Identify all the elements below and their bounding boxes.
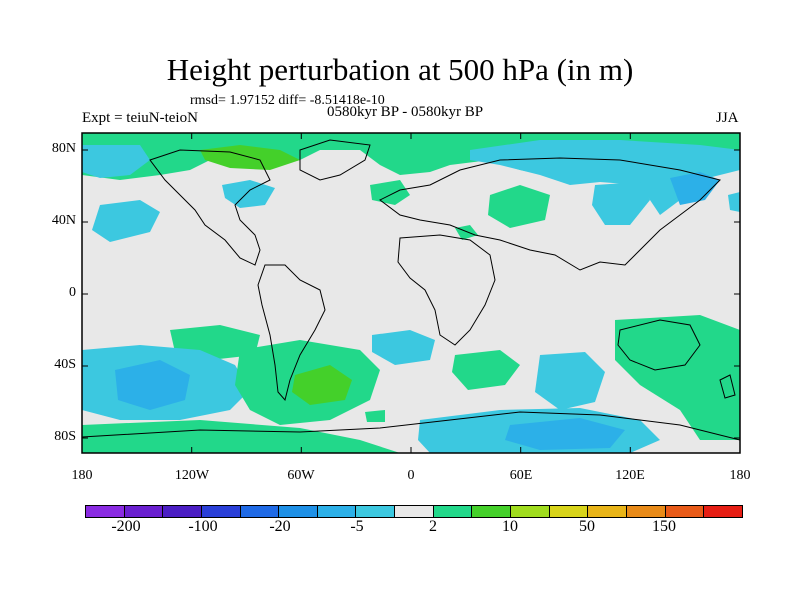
map-title: Height perturbation at 500 hPa (in m)	[166, 52, 634, 87]
colorbar-swatch-15	[665, 506, 705, 517]
contour-neg-south-pac-core	[115, 360, 190, 410]
contour-pos-argentina-core	[292, 365, 352, 405]
x-tick-label: 120W	[174, 468, 210, 483]
colorbar-swatch-8	[395, 506, 434, 517]
contour-neg-siberia-core	[670, 172, 720, 205]
axis-ticks	[82, 133, 740, 453]
colorbar-swatch-1	[124, 506, 164, 517]
x-tick-label: 180	[71, 468, 93, 483]
colorbar-label: -100	[188, 518, 218, 535]
colorbar-swatch-6	[317, 506, 357, 517]
colorbar-swatch-11	[511, 506, 550, 517]
contour-pos-indian	[452, 350, 520, 390]
colorbar-swatch-5	[279, 506, 318, 517]
season-label: JJA	[716, 110, 739, 126]
contour-pos-med	[455, 225, 478, 240]
colorbar-swatch-10	[472, 506, 512, 517]
x-tick-label: 120E	[615, 468, 645, 483]
y-tick-label: 80N	[51, 141, 76, 156]
colorbar-swatch-16	[704, 506, 742, 517]
colorbar-label: 2	[429, 518, 437, 535]
y-tick-label: 40S	[54, 357, 76, 372]
period-label: 0580kyr BP - 0580kyr BP	[326, 104, 484, 120]
contour-pos-s-small	[365, 410, 385, 422]
colorbar-swatch-12	[549, 506, 589, 517]
contour-pos-europe	[370, 180, 410, 205]
contour-neg-antarctic-core	[505, 418, 625, 450]
contour-neg-s-atlantic	[372, 330, 435, 365]
colorbar-swatch-2	[163, 506, 202, 517]
colorbar-swatch-9	[433, 506, 473, 517]
contour-neg-natl	[222, 180, 275, 208]
x-tick-label: 60E	[509, 468, 533, 483]
contour-pos-australia	[615, 315, 740, 440]
colorbar-swatch-13	[588, 506, 627, 517]
colorbar-swatch-7	[356, 506, 396, 517]
colorbar-label: 50	[579, 518, 595, 535]
contour-neg-nepac	[92, 200, 160, 242]
colorbar-swatch-0	[86, 506, 125, 517]
colorbar-label: 10	[502, 518, 518, 535]
coastlines	[82, 139, 740, 441]
rmsd-stats: rmsd= 1.97152 diff= -8.51418e-10	[190, 93, 385, 108]
colorbar-label: -5	[350, 518, 364, 535]
experiment-label: Expt = teiuN-teioN	[82, 110, 198, 126]
y-tick-label: 40N	[51, 213, 76, 228]
colorbar-swatch-14	[626, 506, 666, 517]
colorbar-label: -200	[111, 518, 141, 535]
colorbar-label: 150	[652, 518, 676, 535]
contour-neg-asia	[592, 182, 650, 225]
contour-pos-south-band	[82, 420, 400, 453]
colorbar-swatch-3	[201, 506, 241, 517]
contour-neg-npac	[82, 145, 150, 178]
colorbar-swatch-4	[240, 506, 280, 517]
x-tick-label: 180	[729, 468, 751, 483]
x-tick-label: 60W	[287, 468, 315, 483]
contour-neg-pacific-e	[728, 192, 740, 212]
contour-neg-indian	[535, 352, 605, 410]
x-tick-label: 0	[407, 468, 415, 483]
y-tick-label: 0	[69, 285, 76, 300]
contour-pos-asia	[488, 185, 550, 228]
y-tick-label: 80S	[54, 429, 76, 444]
colorbar-label: -20	[269, 518, 291, 535]
colorbar	[85, 505, 743, 518]
